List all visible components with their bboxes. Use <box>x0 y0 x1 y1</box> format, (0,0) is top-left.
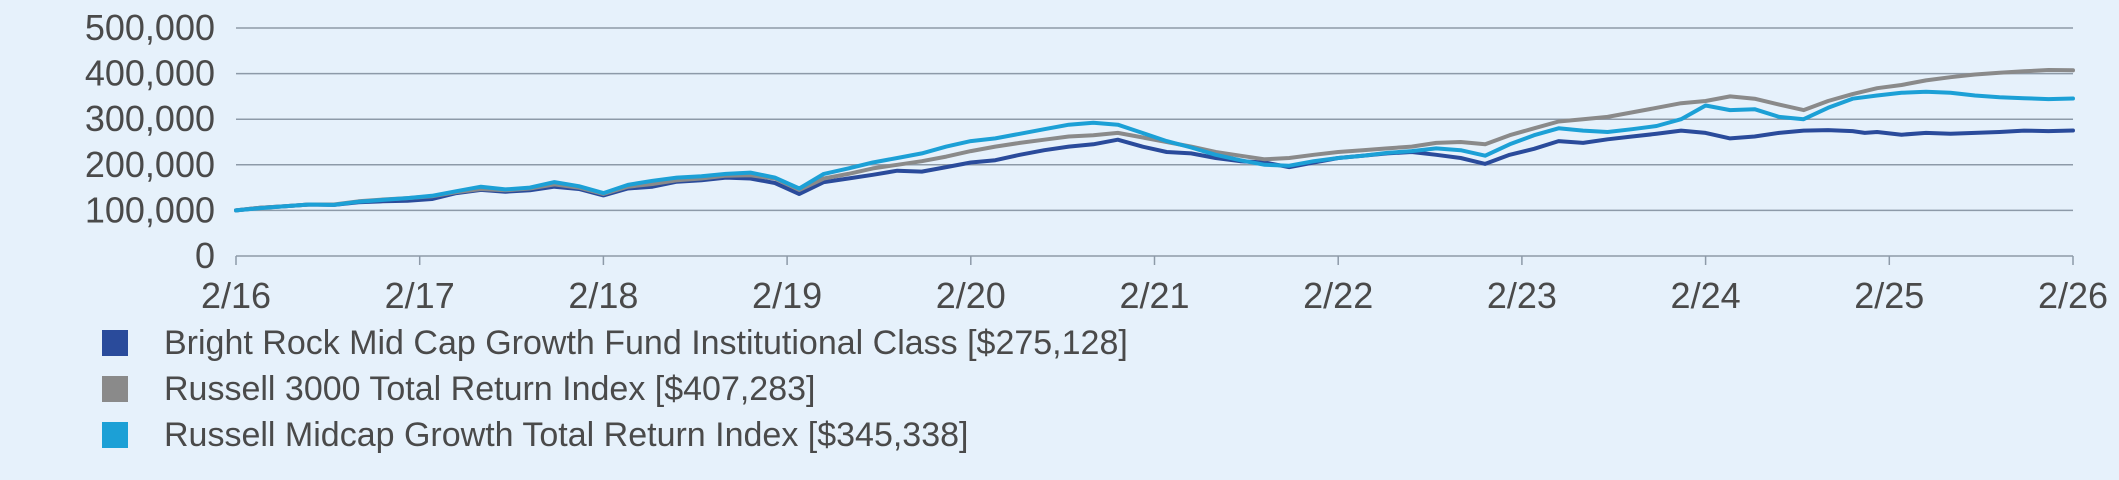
x-axis: 2/16 2/17 2/18 2/19 2/20 2/21 2/22 2/23 2/24 2/25… <box>201 255 2108 316</box>
x-tick-label: 2/21 <box>1119 275 1189 316</box>
legend-item-russell-3000: Russell 3000 Total Return Index [$407,28… <box>102 366 1128 412</box>
legend-swatch-russell-midcap-growth <box>102 422 128 448</box>
x-tick-label: 2/24 <box>1671 275 1741 316</box>
x-tick-label: 2/20 <box>936 275 1006 316</box>
legend-item-russell-midcap-growth: Russell Midcap Growth Total Return Index… <box>102 412 1128 458</box>
x-tick-label: 2/19 <box>752 275 822 316</box>
series-line-0 <box>234 128 2075 213</box>
legend: Bright Rock Mid Cap Growth Fund Institut… <box>102 320 1128 458</box>
legend-label-russell-3000: Russell 3000 Total Return Index [$407,28… <box>164 369 816 408</box>
x-tick-label: 2/23 <box>1487 275 1557 316</box>
x-tick-label: 2/18 <box>568 275 638 316</box>
y-tick-label: 0 <box>195 235 215 276</box>
legend-item-bright-rock: Bright Rock Mid Cap Growth Fund Institut… <box>102 320 1128 366</box>
x-tick-label: 2/17 <box>385 275 455 316</box>
y-tick-label: 200,000 <box>85 144 215 185</box>
legend-swatch-russell-3000 <box>102 376 128 402</box>
y-tick-label: 500,000 <box>85 7 215 48</box>
series-line-2 <box>234 89 2075 213</box>
y-tick-label: 400,000 <box>85 53 215 94</box>
x-tick-label: 2/22 <box>1303 275 1373 316</box>
legend-label-russell-midcap-growth: Russell Midcap Growth Total Return Index… <box>164 415 969 454</box>
x-tick-label: 2/25 <box>1854 275 1924 316</box>
series-lines <box>234 68 2075 213</box>
y-tick-label: 100,000 <box>85 189 215 230</box>
x-tick-label: 2/16 <box>201 275 271 316</box>
legend-swatch-bright-rock <box>102 330 128 356</box>
x-tick-label: 2/26 <box>2038 275 2108 316</box>
grid-lines <box>236 27 2073 212</box>
legend-label-bright-rock: Bright Rock Mid Cap Growth Fund Institut… <box>164 323 1128 362</box>
y-tick-label: 300,000 <box>85 98 215 139</box>
